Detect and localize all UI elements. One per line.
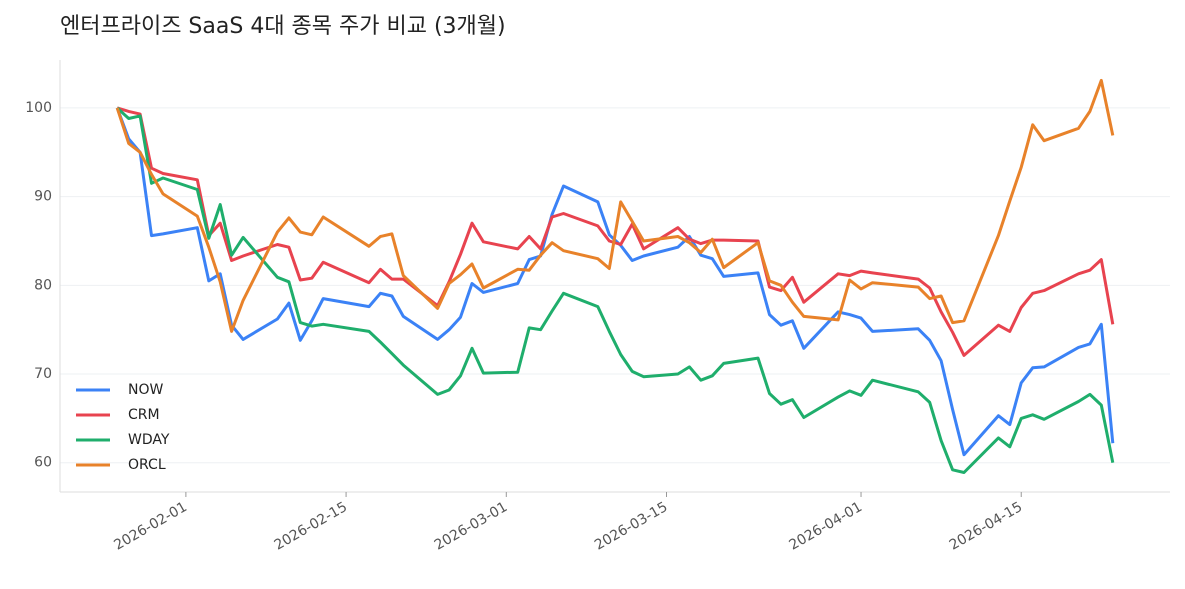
series-line [115,107,1115,457]
x-tick-label: 2026-03-15 [592,499,670,554]
y-tick-label: 80 [34,277,52,293]
legend: NOW CRM WDAY ORCL [76,382,170,473]
y-tick-label: 90 [34,189,52,205]
x-tick-label: 2026-04-15 [947,499,1025,554]
x-tick-label: 2026-03-01 [432,499,510,554]
y-tick-label: 60 [34,455,52,471]
series-line [115,78,1115,333]
y-tick-label: 100 [25,100,52,116]
y-tick-label: 70 [34,366,52,382]
legend-label: WDAY [128,432,170,448]
x-tick-label: 2026-04-01 [787,499,865,554]
x-tick-label: 2026-02-15 [272,499,350,554]
chart-title: 엔터프라이즈 SaaS 4대 종목 주가 비교 (3개월) [60,14,506,39]
legend-label: ORCL [128,457,166,473]
legend-label: CRM [128,407,160,423]
x-tick-label: 2026-02-01 [111,499,189,554]
series-line [116,106,1115,474]
legend-label: NOW [128,382,163,398]
